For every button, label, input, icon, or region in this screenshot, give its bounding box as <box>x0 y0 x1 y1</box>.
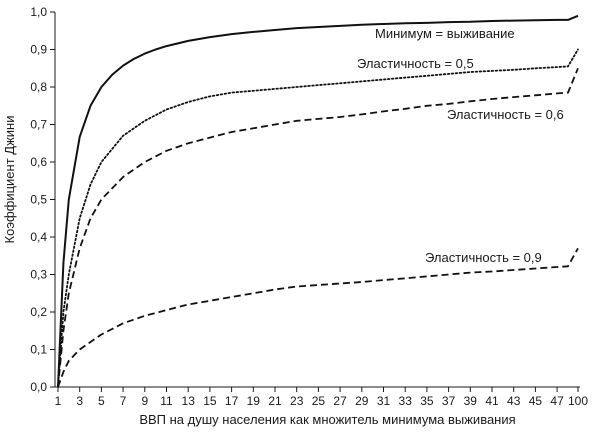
series-labels: Минимум = выживание Эластичность = 0,5 Эла… <box>357 26 564 265</box>
x-tick-label: 17 <box>225 394 239 408</box>
x-tick-label: 37 <box>442 394 456 408</box>
y-tick-label: 0,7 <box>30 118 47 132</box>
x-tick-label: 29 <box>355 394 369 408</box>
y-ticks: 0,0 0,1 0,2 0,3 0,4 0,5 0,6 0,7 0,8 0,9 1,0 <box>30 5 55 394</box>
y-tick-label: 0,0 <box>30 380 47 394</box>
x-tick-label: 33 <box>399 394 413 408</box>
y-tick-label: 0,4 <box>30 230 47 244</box>
x-tick-label: 23 <box>290 394 304 408</box>
x-tick-label: 39 <box>464 394 478 408</box>
x-tick-label: 19 <box>247 394 261 408</box>
series-label-2: Эластичность = 0,6 <box>447 107 564 122</box>
series-line-0 <box>57 14 579 388</box>
x-tick-label: 1 <box>55 394 62 408</box>
series-label-0: Минимум = выживание <box>375 26 515 41</box>
x-tick-label: 15 <box>203 394 217 408</box>
x-tick-label: 7 <box>120 394 127 408</box>
x-tick-label: 25 <box>312 394 326 408</box>
series-line-1 <box>57 48 579 388</box>
y-tick-label: 0,5 <box>30 193 47 207</box>
x-tick-label: 45 <box>529 394 543 408</box>
x-tick-label: 35 <box>420 394 434 408</box>
x-axis-title: ВВП на душу населения как множитель мини… <box>139 412 515 427</box>
x-tick-label: 21 <box>268 394 282 408</box>
series-label-3: Эластичность = 0,9 <box>425 250 542 265</box>
y-tick-label: 0,2 <box>30 305 47 319</box>
axes <box>54 12 580 388</box>
x-tick-label: 43 <box>507 394 521 408</box>
y-tick-label: 0,3 <box>30 268 47 282</box>
series-line-3 <box>57 247 579 388</box>
series-line-2 <box>57 67 579 388</box>
x-ticks: 1 3 5 7 9 11 13 15 17 19 21 23 25 27 29 31 33 35 37 39 41 43 4… <box>55 387 588 408</box>
x-tick-label: 5 <box>98 394 105 408</box>
x-tick-label: 31 <box>377 394 391 408</box>
x-tick-label: 47 <box>550 394 564 408</box>
y-tick-label: 0,6 <box>30 155 47 169</box>
x-tick-label: 13 <box>182 394 196 408</box>
series-group <box>57 14 579 388</box>
y-tick-label: 0,9 <box>30 43 47 57</box>
x-tick-label: 3 <box>76 394 83 408</box>
y-tick-label: 0,1 <box>30 343 47 357</box>
x-tick-label: 9 <box>141 394 148 408</box>
x-tick-label: 41 <box>485 394 499 408</box>
y-tick-label: 0,8 <box>30 80 47 94</box>
x-tick-label: 27 <box>333 394 347 408</box>
x-tick-label: 11 <box>160 394 173 408</box>
series-label-1: Эластичность = 0,5 <box>357 56 474 71</box>
x-tick-label: 100 <box>568 394 588 408</box>
y-axis-title: Коэффициент Джини <box>2 116 17 244</box>
y-tick-label: 1,0 <box>30 5 47 19</box>
